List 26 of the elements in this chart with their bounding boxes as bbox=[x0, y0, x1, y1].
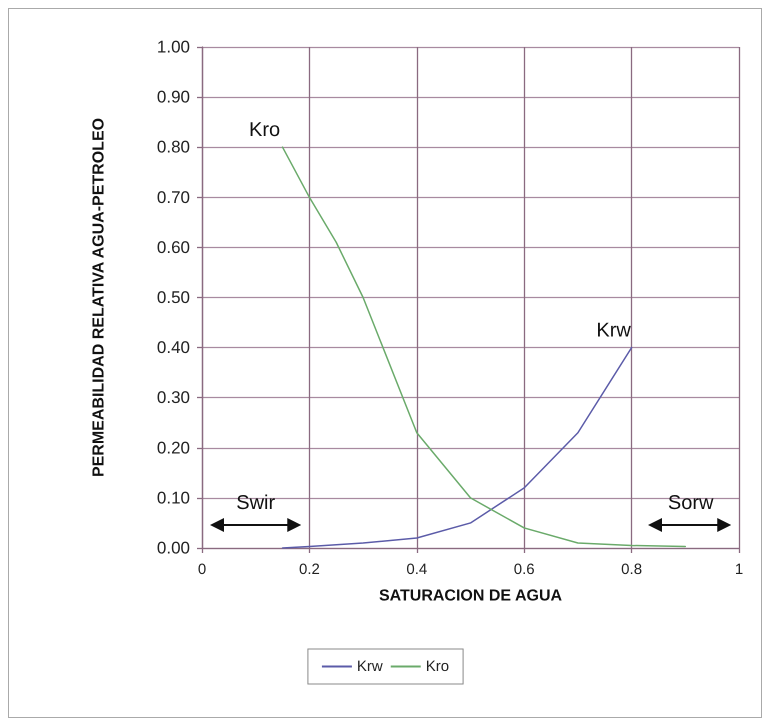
text: Krw bbox=[596, 320, 631, 342]
x-tick-label: 0.6 bbox=[514, 561, 535, 578]
text: Kro bbox=[248, 119, 280, 142]
y-tick-label: 0.80 bbox=[156, 138, 190, 157]
x-tick-label: 0.8 bbox=[621, 561, 642, 578]
y-tick-label: 1.00 bbox=[156, 38, 190, 56]
x-tick-label: 0 bbox=[198, 561, 206, 578]
y-tick-label: 0.90 bbox=[156, 88, 190, 107]
y-tick-label: 0.50 bbox=[156, 288, 190, 307]
annotation: Sorw bbox=[668, 492, 714, 514]
y-tick-label: 0.40 bbox=[156, 338, 190, 358]
y-tick-label: 0.60 bbox=[156, 238, 190, 257]
annotation: Swir bbox=[236, 492, 276, 514]
y-tick-label: 0.30 bbox=[156, 388, 190, 408]
y-tick-label: 0.70 bbox=[156, 188, 190, 207]
line-series bbox=[282, 346, 632, 549]
legend-label: Krw bbox=[356, 658, 383, 675]
x-tick-label: 1 bbox=[734, 561, 744, 578]
x-tick-label: 0.2 bbox=[298, 561, 320, 578]
x-axis-title: SATURACION DE AGUA bbox=[378, 588, 562, 604]
x-tick-label: 0.4 bbox=[406, 561, 428, 578]
y-tick-label: 0.10 bbox=[156, 488, 190, 508]
y-axis-title: PERMEABILIDAD RELATIVA AGUA-PETROLEO bbox=[90, 118, 108, 478]
y-tick-label: 0.20 bbox=[156, 438, 190, 458]
legend-label: Kro bbox=[426, 658, 450, 675]
y-tick-label: 0.00 bbox=[156, 538, 190, 558]
